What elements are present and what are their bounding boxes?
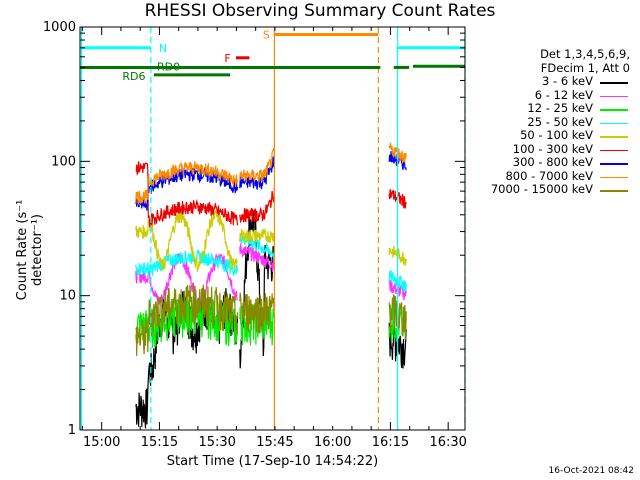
legend-swatch-4 [600,136,628,138]
legend-swatch-7 [600,176,628,178]
y-tick-label-3: 1000 [43,20,76,35]
legend-entry-1: 6 - 12 keV [470,87,635,103]
legend-entry-7: 800 - 7000 keV [470,168,635,184]
legend-label-2: 12 - 25 keV [527,101,593,115]
x-tick-label-1: 15:15 [141,435,178,450]
axes-layer: 1 10 100 1000 15:00 15:15 15:30 15:45 16:00 16:15… [43,20,467,450]
annotation-label-3: RD0 [157,60,180,73]
series-line-0-segment-1 [239,209,275,369]
legend-entry-4: 50 - 100 keV [470,128,635,143]
legend-label-3: 25 - 50 keV [527,114,593,129]
y-tick-label-1: 10 [59,289,76,304]
x-tick-label-6: 16:30 [429,435,466,450]
legend-entry-3: 25 - 50 keV [470,114,635,130]
legend-swatch-1 [600,95,628,97]
legend-label-7: 800 - 7000 keV [505,168,593,183]
legend-entry-2: 12 - 25 keV [470,101,635,116]
y-tick-label-2: 100 [51,154,76,169]
x-tick-label-0: 15:00 [83,435,120,450]
series-line-4-segment-1 [239,227,275,244]
legend-swatch-3 [600,122,628,124]
legend-label-4: 50 - 100 keV [520,128,593,142]
series-line-8-segment-0 [135,283,239,357]
chart-title: RHESSI Observing Summary Count Rates [144,1,496,21]
series-line-7-segment-1 [239,147,275,184]
plot-frame [79,26,466,431]
series-line-7-segment-0 [135,161,239,206]
x-axis-label: Start Time (17-Sep-10 14:54:22) [166,454,379,469]
legend-swatch-2 [600,109,628,111]
generation-timestamp: 16-Oct-2021 08:42 [548,466,634,476]
series-line-1-segment-1 [239,243,275,272]
legend-label-1: 6 - 12 keV [534,87,593,102]
legend-label-8: 7000 - 15000 keV [490,182,593,196]
series-line-3-segment-0 [135,249,239,277]
annotation-label-2: F [224,52,230,65]
series-layer [135,142,407,429]
y-axis-label: Count Rate (s⁻¹ detector⁻¹) [15,199,45,301]
legend-label-0: 3 - 6 keV [542,74,593,88]
annotation-label-4: RD6 [122,70,145,83]
legend-swatch-5 [600,149,628,151]
x-tick-label-5: 16:15 [372,435,409,450]
legend-entries: 3 - 6 keV 6 - 12 keV 12 - 25 keV 25 - 50 ke… [470,74,635,197]
annotation-label-0: N [159,42,167,55]
annotation-label-1: S [263,28,270,41]
legend-header-decimation: FDecim 1, Att 0 [540,61,630,75]
legend-label-6: 300 - 800 keV [512,155,593,169]
legend-swatch-0 [600,82,628,84]
series-line-6-segment-0 [135,166,239,211]
series-line-5-segment-1 [239,187,275,224]
x-tick-label-3: 15:45 [256,435,293,450]
legend: Det 1,3,4,5,6,9, FDecim 1, Att 0 3 - 6 k… [470,47,635,197]
legend-entry-8: 7000 - 15000 keV [470,182,635,197]
legend-swatch-8 [600,190,628,192]
y-tick-label-0: 1 [68,423,76,438]
legend-header-detectors: Det 1,3,4,5,6,9, [540,47,630,61]
x-tick-label-4: 16:00 [314,435,351,450]
legend-label-5: 100 - 300 keV [512,141,593,156]
legend-entry-0: 3 - 6 keV [470,74,635,89]
series-line-8-segment-1 [239,292,275,334]
x-tick-label-2: 15:30 [198,435,235,450]
series-line-5-segment-0 [135,161,239,228]
series-line-4-segment-0 [135,209,239,272]
legend-entry-6: 300 - 800 keV [470,155,635,170]
legend-swatch-6 [600,163,628,165]
legend-entry-5: 100 - 300 keV [470,141,635,157]
